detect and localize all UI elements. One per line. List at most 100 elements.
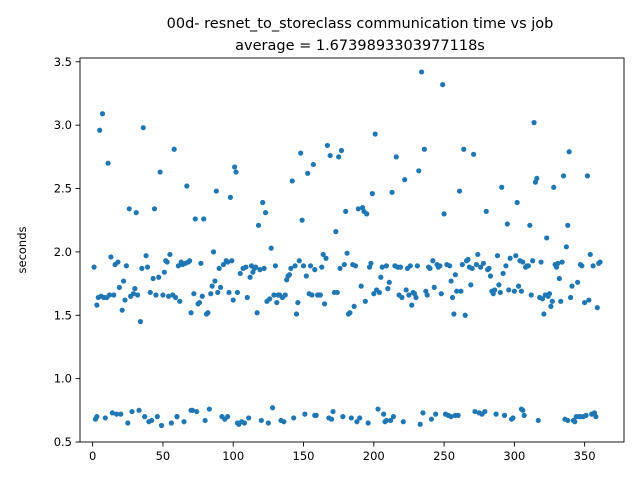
data-point [225,259,231,265]
data-point [454,288,460,294]
data-point [565,222,571,228]
data-point [383,263,390,269]
data-point [307,263,314,269]
data-point [115,259,121,265]
data-point [406,292,412,298]
data-point [244,294,250,301]
data-point [420,410,426,416]
data-point [593,414,599,420]
y-tick-label: 0.5 [54,435,72,449]
data-point [220,261,226,268]
data-point [338,147,345,154]
data-point [403,287,409,293]
data-point [424,292,430,298]
data-point [247,274,253,280]
data-point [365,420,371,426]
data-point [566,149,572,155]
data-point [397,264,404,270]
data-point [274,299,280,306]
chart-subtitle: average = 1.6739893303977118s [235,38,485,54]
data-point [293,311,300,317]
data-point [575,279,581,285]
y-tick-label: 3.5 [54,55,72,69]
data-point [212,278,218,284]
data-point [160,292,166,298]
data-point [569,283,575,289]
data-point [390,414,397,420]
data-point [102,415,108,421]
data-point [199,293,205,299]
data-point [510,415,516,421]
data-point [303,273,309,279]
data-point [372,131,378,137]
data-point [246,415,252,421]
data-point [168,420,174,426]
data-point [409,302,415,308]
data-point [548,303,554,309]
data-point [501,412,508,418]
data-point [271,292,277,298]
data-point [312,267,318,273]
data-point [482,408,488,415]
y-tick-label: 2.0 [54,245,72,259]
data-point [302,411,308,417]
data-point [433,411,439,417]
data-point [475,251,481,258]
data-point [154,414,160,420]
data-point [352,263,359,269]
data-point [579,263,585,269]
data-point [347,310,353,316]
data-point [324,142,330,149]
data-point [354,419,360,425]
x-axis-ticks: 0 50 100 150 200 250 300 350 [89,442,596,463]
data-point [312,412,318,418]
data-point [459,261,465,268]
data-point [188,310,194,316]
data-point [378,274,384,280]
data-point [177,298,183,304]
data-point [465,256,471,263]
data-point [565,417,571,424]
data-point [549,298,555,304]
data-point [321,301,328,307]
data-point [161,269,167,275]
data-point [230,297,236,303]
data-point [486,265,492,271]
data-point [296,258,302,264]
chart-title: 00d- resnet_to_storeclass communication … [167,16,554,32]
data-point [437,263,443,269]
data-point [518,288,524,294]
data-point [362,298,368,304]
data-point [560,173,567,179]
data-point [153,292,159,298]
data-point [298,150,304,156]
data-point [188,407,194,413]
data-point [143,253,149,259]
data-point [126,206,132,212]
data-point [210,249,217,255]
data-point [94,414,100,420]
data-point [369,191,375,197]
data-point [590,263,596,269]
data-point [448,414,454,420]
data-point [470,151,477,157]
data-point [265,420,271,426]
data-point [215,289,221,296]
data-point [158,422,165,429]
data-point [267,296,273,302]
data-point [187,258,193,264]
data-point [282,292,288,298]
data-point [506,287,512,293]
data-point [254,310,260,316]
data-point [472,408,478,415]
data-point [113,411,120,417]
data-point [559,259,565,265]
data-point [417,421,423,427]
data-point [334,289,340,296]
data-point [310,161,316,168]
data-point [413,294,419,301]
y-tick-label: 3.0 [54,118,72,132]
data-point [520,407,526,413]
data-point [364,211,370,217]
data-point [456,188,463,194]
